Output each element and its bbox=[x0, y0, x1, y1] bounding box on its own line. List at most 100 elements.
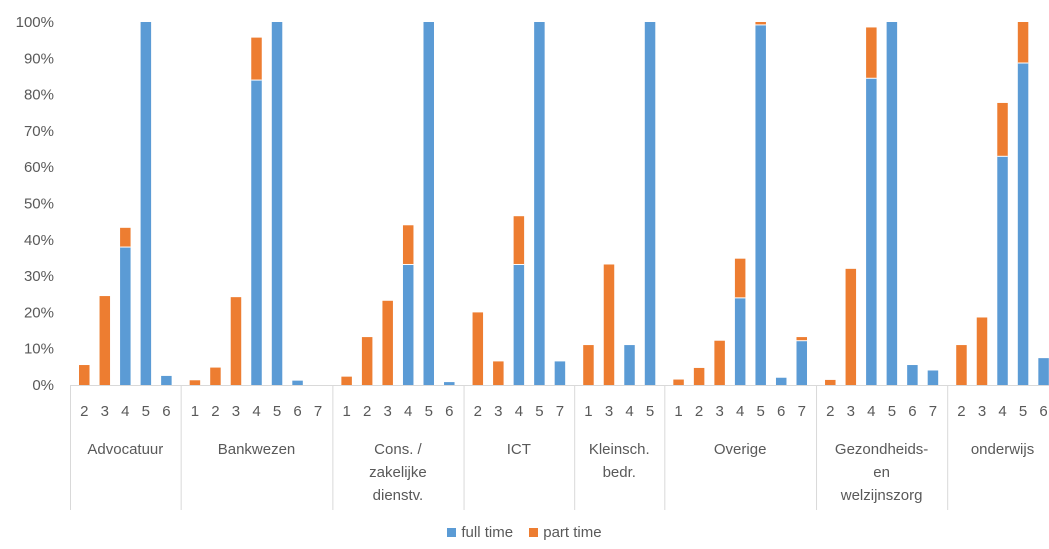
bar-part-time bbox=[734, 258, 746, 298]
x-tick-label: 3 bbox=[978, 403, 986, 420]
x-tick-label: 2 bbox=[695, 403, 703, 420]
bar-part-time bbox=[493, 361, 504, 385]
group-label: welzijnszorg bbox=[840, 487, 923, 504]
x-tick-label: 7 bbox=[314, 403, 322, 420]
group-label: zakelijke bbox=[369, 464, 427, 481]
bar-part-time bbox=[230, 297, 242, 385]
x-tick-label: 5 bbox=[425, 403, 433, 420]
bar-part-time bbox=[361, 337, 373, 385]
x-tick-label: 7 bbox=[556, 403, 564, 420]
x-tick-label: 5 bbox=[1019, 403, 1027, 420]
x-tick-label: 1 bbox=[191, 403, 199, 420]
bar-full-time bbox=[907, 365, 918, 385]
legend-swatch-part-time bbox=[529, 528, 539, 537]
bar-part-time bbox=[210, 367, 221, 385]
bar-part-time bbox=[976, 317, 988, 385]
bar-part-time bbox=[997, 102, 1008, 157]
y-tick-label: 70% bbox=[24, 123, 54, 140]
x-tick-label: 6 bbox=[293, 403, 301, 420]
x-tick-label: 2 bbox=[211, 403, 219, 420]
bar-full-time bbox=[554, 361, 566, 385]
group-label: Cons. / bbox=[374, 441, 422, 458]
bar-part-time bbox=[99, 296, 111, 385]
x-tick-label: 6 bbox=[445, 403, 453, 420]
bar-part-time bbox=[251, 37, 262, 81]
x-tick-label: 4 bbox=[404, 403, 412, 420]
x-tick-label: 5 bbox=[535, 403, 543, 420]
x-tick-label: 3 bbox=[494, 403, 502, 420]
bar-part-time bbox=[845, 268, 857, 385]
x-tick-label: 4 bbox=[121, 403, 129, 420]
legend-label-full-time: full time bbox=[461, 524, 514, 541]
x-tick-label: 3 bbox=[847, 403, 855, 420]
group-label: Kleinsch. bbox=[589, 441, 650, 458]
x-tick-label: 6 bbox=[1039, 403, 1047, 420]
bar-part-time bbox=[583, 345, 594, 385]
bar-full-time bbox=[1017, 63, 1029, 385]
bar-part-time bbox=[956, 345, 967, 385]
bar-part-time bbox=[513, 216, 525, 265]
x-tick-label: 4 bbox=[736, 403, 744, 420]
bar-part-time bbox=[796, 337, 808, 341]
legend-swatch-full-time bbox=[447, 528, 457, 537]
x-tick-label: 1 bbox=[584, 403, 592, 420]
bar-full-time bbox=[140, 22, 152, 385]
y-tick-label: 80% bbox=[24, 87, 54, 104]
y-tick-label: 0% bbox=[32, 377, 54, 394]
y-tick-label: 30% bbox=[24, 268, 54, 285]
bar-full-time bbox=[534, 22, 545, 385]
group-label: ICT bbox=[507, 441, 531, 458]
bar-full-time bbox=[120, 247, 131, 385]
bar-full-time bbox=[755, 24, 766, 386]
group-label: Bankwezen bbox=[218, 441, 296, 458]
x-tick-label: 1 bbox=[342, 403, 350, 420]
legend-item-full-time: full time bbox=[447, 524, 513, 541]
bar-full-time bbox=[644, 22, 656, 385]
x-tick-label: 2 bbox=[80, 403, 88, 420]
x-tick-label: 4 bbox=[625, 403, 633, 420]
y-tick-label: 100% bbox=[16, 14, 54, 31]
x-tick-label: 2 bbox=[363, 403, 371, 420]
legend-label-part-time: part time bbox=[543, 524, 602, 541]
bar-part-time bbox=[472, 312, 484, 385]
bar-part-time bbox=[1017, 22, 1029, 64]
bar-full-time bbox=[402, 264, 414, 385]
x-tick-label: 1 bbox=[674, 403, 682, 420]
x-tick-label: 2 bbox=[957, 403, 965, 420]
group-label: en bbox=[873, 464, 890, 481]
bar-part-time bbox=[402, 225, 414, 265]
x-tick-label: 4 bbox=[998, 403, 1006, 420]
group-label: bedr. bbox=[603, 464, 636, 481]
bar-full-time bbox=[271, 22, 283, 385]
bar-part-time bbox=[603, 264, 615, 385]
bar-full-time bbox=[886, 22, 898, 385]
y-tick-label: 60% bbox=[24, 159, 54, 176]
group-label: Overige bbox=[714, 441, 767, 458]
legend-item-part-time: part time bbox=[529, 524, 602, 541]
x-tick-label: 6 bbox=[777, 403, 785, 420]
bar-full-time bbox=[161, 375, 172, 385]
x-tick-label: 5 bbox=[757, 403, 765, 420]
x-tick-label: 3 bbox=[384, 403, 392, 420]
x-tick-label: 4 bbox=[867, 403, 875, 420]
y-tick-label: 40% bbox=[24, 232, 54, 249]
x-tick-label: 6 bbox=[908, 403, 916, 420]
bar-full-time bbox=[927, 370, 939, 385]
bar-part-time bbox=[673, 379, 684, 385]
bar-full-time bbox=[423, 22, 434, 385]
x-tick-label: 7 bbox=[929, 403, 937, 420]
group-label: dienstv. bbox=[373, 487, 424, 504]
bar-full-time bbox=[997, 156, 1008, 385]
group-label: Gezondheids- bbox=[835, 441, 928, 458]
bar-part-time bbox=[120, 227, 131, 248]
x-tick-label: 5 bbox=[888, 403, 896, 420]
group-label: onderwijs bbox=[971, 441, 1034, 458]
x-tick-label: 5 bbox=[273, 403, 281, 420]
bar-part-time bbox=[714, 340, 725, 385]
bar-part-time bbox=[79, 365, 90, 385]
x-tick-label: 7 bbox=[798, 403, 806, 420]
group-label: Advocatuur bbox=[87, 441, 163, 458]
